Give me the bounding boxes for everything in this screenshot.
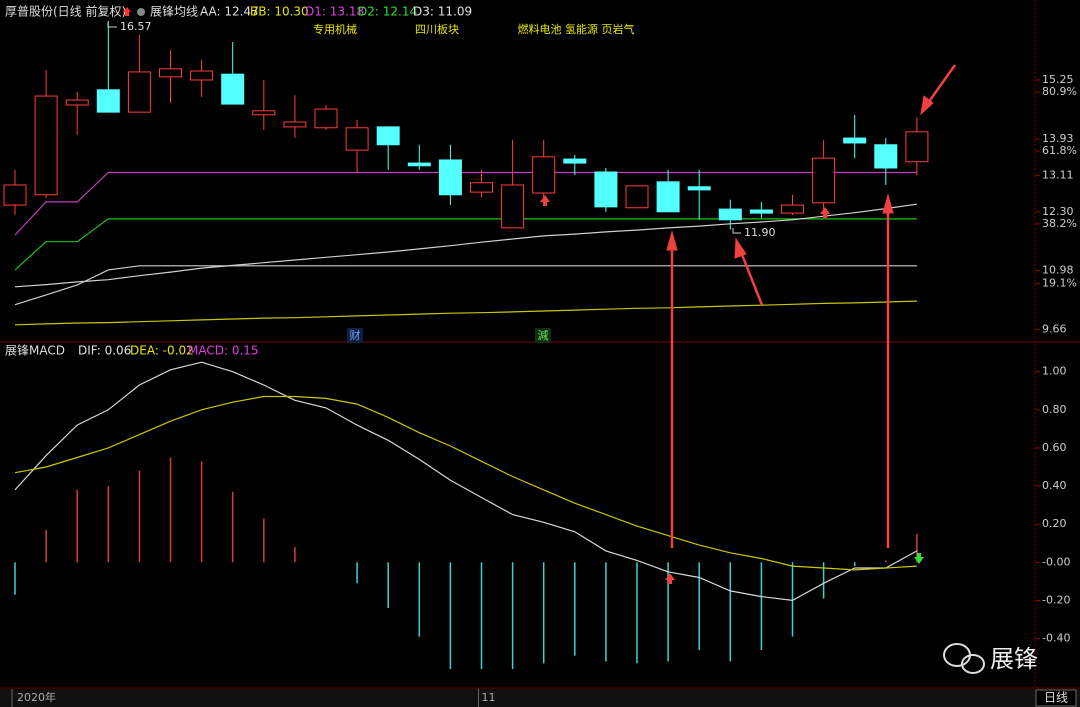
indicator-line xyxy=(14,265,917,306)
y-tick-label: 1.00 xyxy=(1042,365,1067,378)
annotation-arrows xyxy=(540,64,957,584)
x-tick-label: 2020年 xyxy=(17,690,56,704)
candle-body xyxy=(314,108,338,129)
y-tick-label: 38.2% xyxy=(1042,217,1077,230)
candle-body xyxy=(221,73,245,105)
header-label: AA: 12.47 xyxy=(200,5,259,19)
marker-box xyxy=(535,328,551,343)
candle-body xyxy=(501,184,525,229)
time-bar xyxy=(0,689,1080,707)
candle-body xyxy=(407,162,431,167)
y-tick-label: 10.98 xyxy=(1042,264,1074,277)
concept: 专用机械 xyxy=(313,22,357,36)
header-label: DEA: -0.02 xyxy=(130,344,194,358)
watermark: 展锋 xyxy=(943,643,1038,674)
candle-body xyxy=(376,126,400,146)
y-tick-label: 0.80 xyxy=(1042,403,1067,416)
candle-body xyxy=(127,71,151,113)
candle-body xyxy=(843,137,867,144)
candle-body xyxy=(159,68,182,78)
candle-body xyxy=(687,186,711,191)
candle-body xyxy=(594,171,618,208)
y-tick-label: -0.20 xyxy=(1042,593,1070,606)
y-tick-label: 15.25 xyxy=(1042,73,1074,86)
indicator-line xyxy=(14,218,917,271)
marker-box xyxy=(347,328,363,343)
y-tick-label: -0.40 xyxy=(1042,632,1070,645)
y-tick-label: 19.1% xyxy=(1042,277,1077,290)
concept: 四川板块 xyxy=(415,22,459,36)
indicator-title: 展锋均线 xyxy=(150,5,198,19)
marker: 減 xyxy=(538,328,549,342)
header-label: D2: 12.14 xyxy=(358,5,417,19)
x-tick-label: 11 xyxy=(482,691,496,704)
period-button[interactable] xyxy=(1035,689,1077,707)
indicator-line xyxy=(14,395,917,571)
high-label: 16.57 xyxy=(120,20,152,33)
low-label: 11.90 xyxy=(744,226,776,239)
y-tick-label: 0.20 xyxy=(1042,517,1067,530)
header-label: DIF: 0.06 xyxy=(78,344,131,358)
candle-body xyxy=(65,99,89,106)
period-label: 日线 xyxy=(1044,691,1068,705)
y-tick-label: 13.11 xyxy=(1042,169,1074,182)
candle-body xyxy=(718,208,742,221)
candle-body xyxy=(96,89,120,113)
leader xyxy=(107,22,117,28)
candle-body xyxy=(345,127,369,151)
candle-body xyxy=(190,70,214,81)
candle-body xyxy=(532,156,556,194)
y-tick-label: 80.9% xyxy=(1042,85,1077,98)
candle-body xyxy=(905,131,929,163)
y-tick-label: -0.00 xyxy=(1042,555,1070,568)
candle-body xyxy=(563,158,587,164)
y-tick-label: 12.30 xyxy=(1042,205,1074,218)
header-label: MACD: 0.15 xyxy=(188,344,259,358)
y-tick-label: 61.8% xyxy=(1042,144,1077,157)
y-tick-label: 13.93 xyxy=(1042,132,1074,145)
stock-title: 厚普股份(日线 前复权) xyxy=(5,4,126,19)
candle-body xyxy=(438,159,462,196)
y-tick-label: 0.60 xyxy=(1042,441,1067,454)
candle-body xyxy=(812,157,836,204)
header-label: D1: 13.18 xyxy=(305,5,364,19)
macd-title: 展锋MACD xyxy=(5,344,65,358)
candle-body xyxy=(3,184,27,206)
candle-body xyxy=(781,204,804,214)
indicator-line xyxy=(14,300,917,326)
concept: 燃料电池 氢能源 页岩气 xyxy=(518,22,635,36)
marker: 财 xyxy=(350,328,361,342)
leader xyxy=(732,228,741,234)
indicator-line xyxy=(14,171,917,236)
candle-body xyxy=(470,182,493,193)
icon xyxy=(137,8,145,16)
icon xyxy=(123,7,131,16)
header-label: D3: 11.09 xyxy=(413,5,472,19)
indicator-line xyxy=(14,361,918,602)
watermark-text: 展锋 xyxy=(990,645,1038,673)
candle-body xyxy=(625,185,649,209)
candle-body xyxy=(656,181,680,213)
y-tick-label: 9.66 xyxy=(1042,323,1067,336)
candle-body xyxy=(252,110,276,116)
header-label: BB: 10.30 xyxy=(250,5,309,19)
candle-body xyxy=(749,209,773,214)
y-tick-label: 0.40 xyxy=(1042,479,1067,492)
candle-body xyxy=(874,144,898,169)
indicator-line xyxy=(14,203,917,288)
candle-body xyxy=(34,95,58,196)
candle-body xyxy=(283,121,307,128)
sell-signal xyxy=(914,553,924,564)
